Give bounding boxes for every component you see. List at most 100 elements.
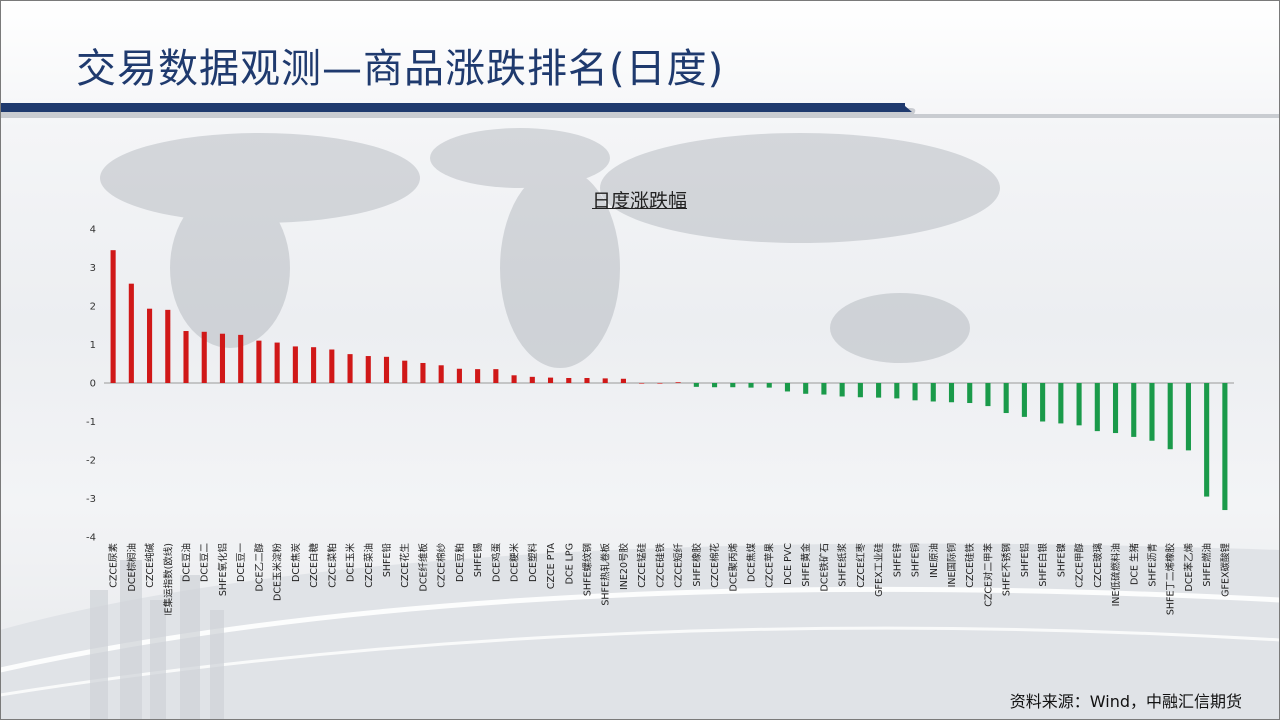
bar <box>493 369 499 383</box>
bar <box>639 383 645 384</box>
category-label: GFEX碳酸锂 <box>1219 543 1231 597</box>
chart-title: 日度涨跌幅 <box>592 190 688 212</box>
category-label: DCE豆一 <box>236 543 247 582</box>
bar <box>292 346 298 383</box>
bar <box>1094 383 1100 432</box>
y-tick-label: -4 <box>86 533 96 544</box>
bar <box>238 334 244 383</box>
bar <box>256 340 262 383</box>
bar <box>438 365 444 383</box>
category-label: DCE粳米 <box>509 543 521 582</box>
category-label: SHFE纸浆 <box>837 543 849 587</box>
bar <box>784 383 791 392</box>
bar <box>183 331 189 383</box>
bar <box>821 383 827 395</box>
bar <box>1204 383 1210 497</box>
bar <box>693 383 699 387</box>
category-label: SHFE锌 <box>891 543 903 578</box>
category-label: INE集运指数(欧线) <box>162 543 174 615</box>
bar <box>967 383 973 404</box>
category-label: CZCE硅铁 <box>654 543 666 588</box>
category-label: SHFE铅 <box>381 543 393 578</box>
category-label: SHFE镍 <box>1055 543 1067 578</box>
category-label: DCE铁矿石 <box>818 543 830 591</box>
category-label: CZCE锰硅 <box>636 543 648 588</box>
y-tick-label: -1 <box>86 417 96 428</box>
bar <box>766 383 772 388</box>
title-bar: 交易数据观测—商品涨跌排名(日度) <box>0 0 1280 118</box>
bar <box>620 378 626 383</box>
category-label: SHFE沥青 <box>1146 543 1158 587</box>
bar <box>876 383 882 398</box>
category-label: CZCE短纤 <box>673 543 685 588</box>
category-label: CZCE棉花 <box>709 543 721 588</box>
swoosh-background <box>0 543 1280 720</box>
category-label: DCE玉米 <box>345 543 357 582</box>
category-label: DCE豆粕 <box>454 543 466 582</box>
bar <box>1222 383 1228 511</box>
title-swoosh <box>0 106 1280 118</box>
bar <box>274 342 280 383</box>
bar <box>1167 383 1173 450</box>
bar <box>930 383 936 402</box>
bar <box>857 383 863 398</box>
bar <box>1112 383 1119 434</box>
y-tick-label: -2 <box>86 456 96 467</box>
category-label: SHFE不锈钢 <box>1001 543 1013 596</box>
bar <box>347 354 353 383</box>
category-label: SHFE丁二烯橡胶 <box>1165 543 1177 615</box>
bar <box>456 368 462 383</box>
category-label: INE国际铜 <box>946 543 958 587</box>
y-tick-label: 2 <box>90 302 96 313</box>
category-label: CZCE苹果 <box>764 543 776 588</box>
bar <box>1003 383 1009 414</box>
y-tick-label: 4 <box>90 225 96 236</box>
category-label: CZCE尿素 <box>108 543 120 588</box>
bar <box>985 383 991 407</box>
bar <box>383 356 390 383</box>
bar <box>110 250 116 383</box>
category-label: CZCE甲醇 <box>1074 543 1086 588</box>
category-label: DCE焦炭 <box>290 543 302 582</box>
category-label: DCE苯乙烯 <box>1183 543 1195 592</box>
bar <box>912 383 918 401</box>
bar <box>147 308 153 383</box>
bar <box>547 377 554 383</box>
category-label: SHFE热轧卷板 <box>600 543 612 606</box>
category-label: SHFE螺纹钢 <box>581 543 593 596</box>
bar <box>730 383 736 388</box>
category-label: CZCE菜油 <box>363 543 375 588</box>
category-label: DCE塑料 <box>527 543 539 582</box>
category-label: CZCE纯碱 <box>144 543 156 588</box>
bar <box>894 383 900 399</box>
category-label: SHFE橡胶 <box>691 543 703 587</box>
category-label: INE低硫燃料油 <box>1110 543 1122 606</box>
bar <box>1021 383 1027 417</box>
bar <box>839 383 845 397</box>
category-label: CZCE花生 <box>399 543 411 588</box>
bar <box>365 356 371 383</box>
category-label: DCE LPG <box>564 543 575 584</box>
bar <box>511 375 517 383</box>
bar <box>748 383 754 388</box>
category-label: CZCE棉纱 <box>436 543 448 588</box>
bar <box>219 333 226 383</box>
category-label: SHFE白银 <box>1037 543 1049 587</box>
bar <box>529 376 535 383</box>
bar <box>1076 383 1082 426</box>
bar <box>1131 383 1137 437</box>
category-label: CZCE玻璃 <box>1092 543 1104 588</box>
y-tick-label: -3 <box>86 494 96 505</box>
category-label: DCE乙二醇 <box>253 543 265 592</box>
bar <box>402 360 408 383</box>
category-label: GFEX工业硅 <box>873 543 885 597</box>
category-label: DCE玉米淀粉 <box>272 543 284 601</box>
category-label: SHFE氧化铝 <box>217 543 229 596</box>
world-map-background <box>100 128 1000 368</box>
category-label: DCE 生猪 <box>1128 543 1140 585</box>
bar <box>329 349 335 383</box>
bar <box>1185 383 1191 451</box>
source-note: 资料来源：Wind，中融汇信期货 <box>1009 692 1242 711</box>
page-title: 交易数据观测—商品涨跌排名(日度) <box>76 46 725 92</box>
bar <box>128 283 134 383</box>
